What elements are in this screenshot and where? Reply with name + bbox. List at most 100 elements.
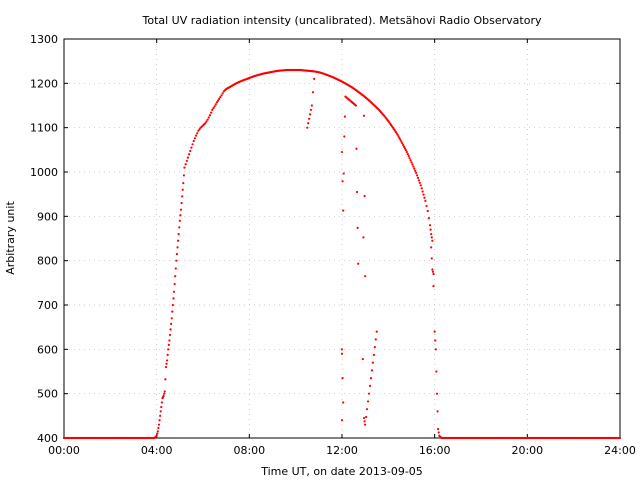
data-point xyxy=(309,108,313,112)
data-point xyxy=(365,408,369,411)
data-point xyxy=(399,138,402,141)
data-point xyxy=(434,339,437,342)
data-point xyxy=(340,419,344,422)
data-point xyxy=(342,401,345,404)
x-axis: 00:00 04:00 08:00 12:00 16:00 20:00 24:00 xyxy=(48,39,636,457)
data-point xyxy=(214,103,217,106)
data-point xyxy=(188,153,191,156)
x-tick-label: 24:00 xyxy=(604,444,636,457)
data-point xyxy=(162,394,165,397)
data-point xyxy=(373,346,376,349)
data-point xyxy=(174,267,177,270)
data-point xyxy=(197,129,200,132)
data-point xyxy=(414,169,417,172)
data-point xyxy=(362,114,366,117)
data-point xyxy=(341,377,344,380)
data-point xyxy=(155,434,158,437)
data-point xyxy=(370,369,374,372)
data-point xyxy=(417,179,421,182)
data-point xyxy=(409,159,412,162)
data-point xyxy=(430,232,433,236)
data-point xyxy=(160,401,163,404)
data-point xyxy=(341,180,344,183)
data-point xyxy=(220,94,223,97)
data-point xyxy=(212,107,215,110)
data-point xyxy=(354,104,357,107)
data-point xyxy=(355,147,358,150)
data-point xyxy=(175,252,179,256)
data-point xyxy=(424,199,427,202)
data-point xyxy=(182,181,185,185)
data-point xyxy=(404,149,408,152)
data-point xyxy=(193,137,196,140)
data-point xyxy=(398,137,401,140)
y-tick-label: 1200 xyxy=(30,77,58,90)
data-point xyxy=(181,195,184,198)
data-point xyxy=(216,99,220,102)
data-point xyxy=(157,426,160,430)
data-point xyxy=(185,159,188,163)
data-point xyxy=(357,262,360,265)
data-point xyxy=(430,236,433,239)
y-tick-label: 400 xyxy=(37,432,58,445)
data-point xyxy=(343,135,346,138)
data-point xyxy=(164,378,167,381)
data-point xyxy=(368,384,372,388)
data-points xyxy=(62,68,622,440)
data-point xyxy=(364,275,367,278)
data-point xyxy=(426,209,429,213)
data-point xyxy=(402,143,405,147)
data-point xyxy=(430,246,433,249)
data-point xyxy=(402,145,406,148)
data-point xyxy=(160,405,163,409)
data-point xyxy=(437,431,440,434)
data-point xyxy=(178,219,181,222)
data-point xyxy=(396,133,399,136)
data-point xyxy=(169,328,172,331)
data-point xyxy=(310,104,313,107)
data-point xyxy=(208,114,212,117)
data-point xyxy=(431,239,434,242)
data-point xyxy=(408,157,411,160)
y-axis-label: Arbitrary unit xyxy=(4,201,17,275)
data-point xyxy=(175,259,178,262)
data-point xyxy=(308,113,312,116)
data-point xyxy=(213,105,216,108)
data-point xyxy=(179,214,182,217)
data-point xyxy=(190,146,193,149)
data-point xyxy=(191,143,194,146)
data-point xyxy=(420,187,423,190)
data-point xyxy=(434,348,437,351)
data-point xyxy=(204,122,207,125)
data-point xyxy=(365,415,368,419)
y-tick-label: 1100 xyxy=(30,122,58,135)
data-point xyxy=(371,361,374,364)
data-point xyxy=(432,285,435,288)
data-point xyxy=(205,120,208,123)
data-point xyxy=(308,117,311,120)
data-point xyxy=(198,128,201,131)
data-point xyxy=(168,333,172,337)
x-tick-label: 20:00 xyxy=(511,444,543,457)
data-point xyxy=(362,416,366,420)
data-point xyxy=(427,217,430,220)
data-point xyxy=(206,118,209,121)
data-point xyxy=(356,226,359,229)
data-point xyxy=(172,297,175,300)
data-point xyxy=(430,257,433,260)
data-point xyxy=(157,423,161,426)
y-tick-label: 600 xyxy=(37,343,58,356)
data-point xyxy=(432,272,435,276)
data-point xyxy=(167,343,170,346)
data-point xyxy=(433,330,436,333)
data-point xyxy=(435,370,438,373)
data-point xyxy=(167,348,170,351)
data-point xyxy=(366,400,370,403)
data-point xyxy=(183,166,186,169)
data-point xyxy=(189,149,192,153)
data-point xyxy=(437,428,440,431)
data-point xyxy=(159,410,162,413)
data-point xyxy=(307,122,310,125)
data-point xyxy=(165,362,168,365)
